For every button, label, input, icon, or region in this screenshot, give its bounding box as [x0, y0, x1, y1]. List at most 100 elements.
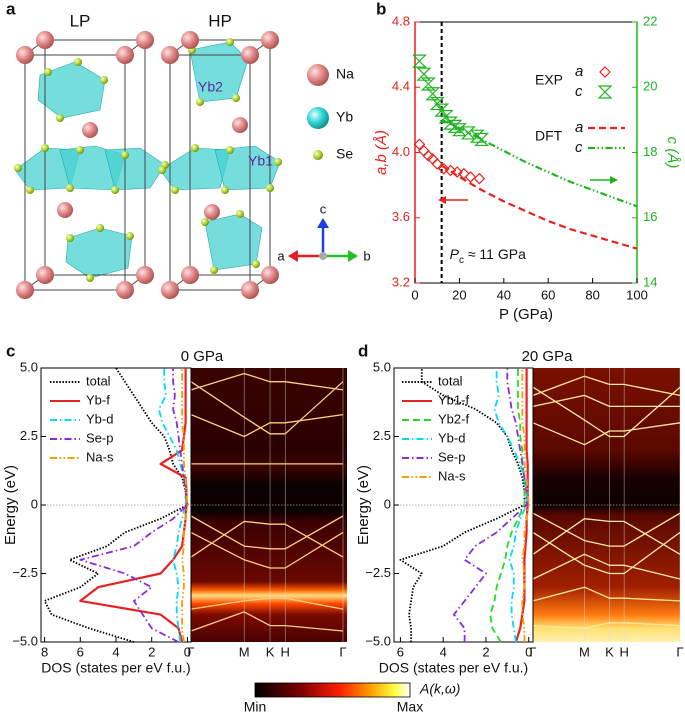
- x-tick-label: 40: [497, 287, 511, 302]
- band: [532, 375, 681, 397]
- x-tick-label: 0: [184, 644, 191, 659]
- legend-label: Se-p: [86, 430, 113, 445]
- legend-label: total: [86, 373, 111, 388]
- axis-label: c: [320, 201, 327, 216]
- x-tick-label: 0: [525, 644, 532, 659]
- y-tick-label: −5.0: [365, 633, 391, 648]
- phase-label: HP: [208, 11, 232, 30]
- colorbar-max: Max: [397, 699, 423, 715]
- panel-label: b: [376, 0, 386, 18]
- data-line: [441, 164, 638, 250]
- legend-label: Yb1-f: [438, 392, 469, 407]
- data-point: [473, 172, 486, 185]
- colorbar: [254, 682, 411, 698]
- k-tick-label: Γ: [529, 644, 536, 659]
- data-point: [474, 132, 490, 147]
- y-tick-label: 2.5: [20, 428, 38, 443]
- axis-label: b: [363, 248, 370, 263]
- dos-line: [43, 367, 189, 643]
- legend-group: EXP: [535, 72, 563, 88]
- data-point: [431, 158, 444, 170]
- panel-label: c: [6, 341, 15, 360]
- heatmap-background: [533, 368, 680, 642]
- band: [190, 520, 344, 558]
- plot-frame: [414, 21, 638, 284]
- band: [532, 512, 681, 547]
- data-point: [451, 123, 467, 137]
- data-line: [441, 118, 638, 208]
- k-tick-label: Γ: [339, 644, 346, 659]
- data-point: [434, 103, 450, 117]
- y-tick-label: 0: [31, 496, 38, 511]
- x-tick-label: 8: [41, 644, 48, 659]
- k-tick-label: K: [605, 644, 614, 659]
- x-tick-label: 6: [397, 644, 404, 659]
- dos-line: [79, 368, 189, 643]
- y-axis-label: Energy (eV): [2, 465, 19, 545]
- chart-title: 0 GPa: [181, 348, 224, 365]
- data-point: [438, 162, 450, 175]
- species-label: Na: [336, 66, 354, 82]
- species-label: Se: [336, 146, 353, 162]
- colorbar-min: Min: [244, 699, 267, 715]
- legend-label: Yb-d: [438, 430, 465, 445]
- x-tick-label: 2: [148, 644, 155, 659]
- y2-tick-label: 16: [643, 209, 657, 224]
- legend-label: Yb2-f: [438, 411, 469, 426]
- species-label: Yb: [336, 109, 353, 125]
- x-tick-label: 20: [452, 287, 466, 302]
- band: [190, 372, 344, 391]
- k-tick-label: Γ: [187, 644, 194, 659]
- chart-title: 20 GPa: [522, 348, 574, 365]
- band: [190, 531, 344, 569]
- data-point: [443, 116, 458, 130]
- legend-label: Se-p: [438, 449, 465, 464]
- y-tick-label: 5.0: [20, 359, 38, 374]
- legend-label: a: [575, 63, 583, 80]
- k-tick-label: Γ: [676, 644, 683, 659]
- legend-label: total: [438, 373, 463, 388]
- y-tick-label: 0: [384, 496, 391, 511]
- dos-line: [453, 368, 528, 642]
- x-tick-label: 4: [112, 644, 119, 659]
- dos-line: [514, 368, 529, 643]
- dos-line: [521, 368, 530, 642]
- legend-label: c: [575, 83, 583, 100]
- data-point: [425, 87, 441, 101]
- dos-line: [489, 368, 526, 643]
- band: [190, 413, 344, 438]
- band: [532, 622, 681, 629]
- legend-label: Yb-d: [86, 411, 113, 426]
- data-point: [429, 96, 445, 111]
- annotation: Pc ≈ 11 GPa: [450, 246, 526, 266]
- band: [532, 553, 681, 580]
- band: [532, 518, 681, 555]
- y-tick-label: −2.5: [365, 565, 391, 580]
- y2-axis-label: c (Å): [664, 137, 681, 169]
- annotation-subscript: c: [459, 255, 464, 266]
- y-tick-label: 2.5: [373, 428, 391, 443]
- data-point: [438, 110, 454, 124]
- y2-tick-label: 22: [643, 13, 657, 28]
- annotation-text: ≈ 11 GPa: [464, 246, 526, 262]
- y-tick-label: 3.6: [392, 209, 410, 224]
- y-tick-label: 5.0: [373, 359, 391, 374]
- y-tick-label: −5.0: [12, 633, 38, 648]
- y-tick-label: 4.4: [392, 79, 410, 94]
- x-tick-label: 6: [77, 644, 84, 659]
- band: [190, 381, 344, 435]
- band: [190, 515, 344, 550]
- y2-tick-label: 20: [643, 79, 657, 94]
- dos-line: [79, 368, 188, 643]
- data-point: [411, 54, 427, 68]
- data-point: [599, 66, 611, 78]
- structure-drawing: [14, 31, 358, 299]
- k-tick-label: H: [281, 644, 290, 659]
- data-point: [413, 138, 426, 151]
- colorbar-label: A(k,ω): [419, 681, 460, 697]
- data-point: [422, 149, 435, 162]
- axis-label: a: [277, 248, 285, 263]
- band: [190, 597, 344, 610]
- panel-label: d: [358, 341, 368, 360]
